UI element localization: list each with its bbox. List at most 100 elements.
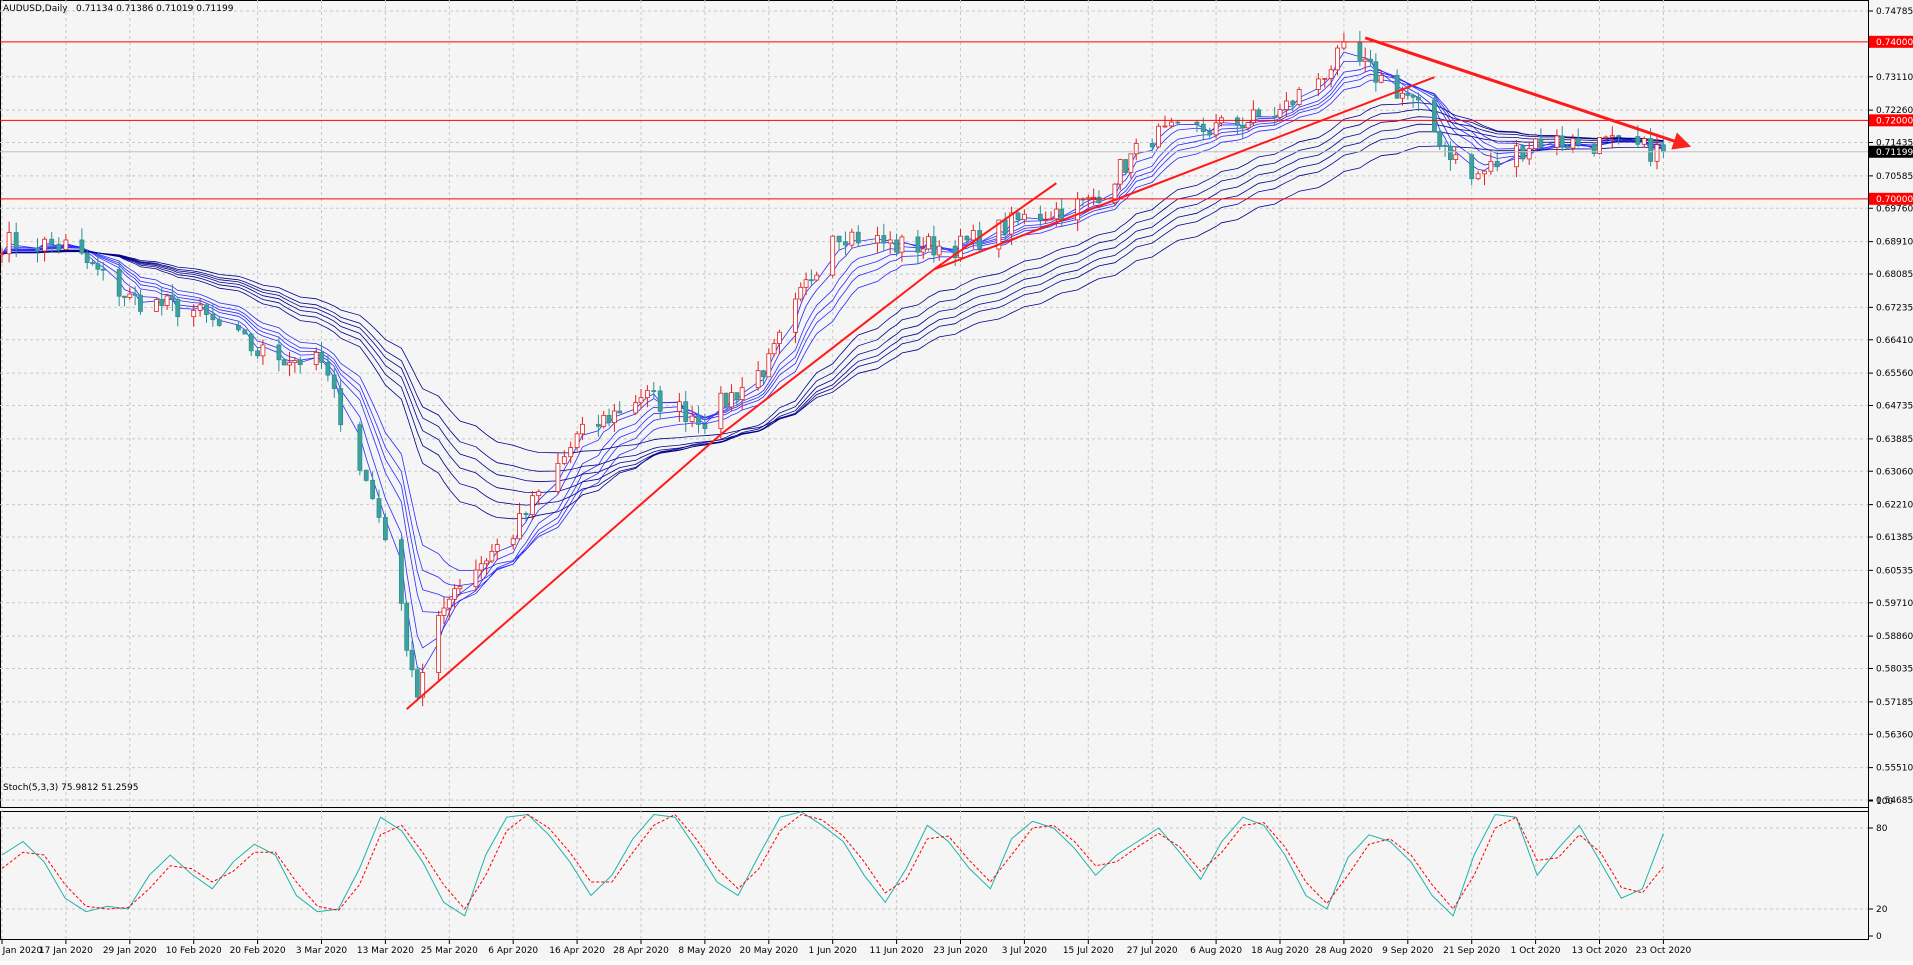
main-grid <box>0 0 1869 940</box>
candle-body <box>1009 212 1015 235</box>
candle-body <box>651 390 657 392</box>
candle <box>56 237 62 254</box>
candle-body <box>809 279 814 282</box>
candle <box>255 346 261 359</box>
candle <box>95 253 101 276</box>
candle <box>216 315 222 328</box>
candle <box>633 395 639 415</box>
candle <box>920 237 926 260</box>
time-tick-label: 16 Apr 2020 <box>549 946 605 956</box>
candle-body <box>803 279 809 288</box>
candle-body <box>729 392 734 408</box>
candle-body <box>276 344 282 361</box>
candle <box>855 225 861 247</box>
price-tick-label: 0.57185 <box>1876 698 1913 708</box>
candle-body <box>478 563 484 571</box>
candle-body <box>580 423 585 435</box>
candle-body <box>1194 121 1200 125</box>
candle-body <box>1469 154 1475 180</box>
candle-body <box>814 274 820 281</box>
candle-body <box>56 243 62 250</box>
candle <box>729 384 734 412</box>
candle <box>297 356 303 374</box>
time-tick-label: 1 Jun 2020 <box>808 946 857 956</box>
candle <box>191 304 197 327</box>
candle-body <box>319 352 324 363</box>
candle-body <box>122 295 127 298</box>
candle <box>761 369 766 385</box>
candle <box>6 221 12 263</box>
trendline <box>933 182 1057 271</box>
candle-body <box>1410 95 1416 98</box>
candle <box>894 233 899 257</box>
candle-body <box>1514 145 1519 168</box>
candle-body <box>1091 196 1097 199</box>
candle-body <box>793 298 798 333</box>
candle <box>42 236 47 262</box>
candle-body <box>1357 41 1363 62</box>
candle <box>899 234 905 262</box>
candle-body <box>79 239 85 254</box>
candle-body <box>357 424 363 471</box>
candle-body <box>555 462 561 493</box>
candle <box>248 332 254 357</box>
candle <box>1162 115 1168 128</box>
candle-body <box>920 248 926 253</box>
candle-body <box>1272 115 1278 118</box>
candle-body <box>875 235 880 244</box>
candle <box>242 329 248 335</box>
candle-body <box>1053 208 1059 220</box>
candle <box>1533 137 1538 151</box>
time-tick-label: 27 Jul 2020 <box>1127 946 1178 956</box>
candle <box>169 284 175 312</box>
candle <box>489 544 495 564</box>
candle-body <box>441 607 447 616</box>
candle <box>100 261 106 281</box>
moving-average-line <box>1 69 1664 598</box>
candle <box>1156 123 1161 149</box>
candle <box>1609 126 1615 148</box>
candle-body <box>611 410 617 423</box>
time-tick-label: 10 Feb 2020 <box>166 946 222 956</box>
time-tick-label: 1 Oct 2020 <box>1511 946 1561 956</box>
candle-body <box>1648 138 1654 162</box>
price-tick-label: 0.70585 <box>1876 172 1913 182</box>
candle <box>1416 92 1421 112</box>
candle <box>611 403 617 432</box>
candle-body <box>777 331 782 344</box>
candle <box>370 471 376 501</box>
candle <box>197 298 203 317</box>
candle <box>319 341 324 370</box>
candle <box>154 298 159 312</box>
price-tick-label: 0.62210 <box>1876 501 1913 511</box>
candle-body <box>1661 144 1666 153</box>
candle-body <box>1448 145 1453 160</box>
candle <box>793 292 798 344</box>
candle <box>644 385 650 408</box>
candle-body <box>1112 183 1118 204</box>
candle <box>210 303 216 327</box>
candle <box>596 414 601 437</box>
candle <box>122 295 127 307</box>
candle-body <box>1368 58 1373 63</box>
candle-body <box>1526 148 1532 160</box>
candle-body <box>1442 144 1448 147</box>
time-tick-label: 9 Sep 2020 <box>1382 946 1434 956</box>
moving-average-line <box>1 131 1664 472</box>
candle-body <box>1096 196 1102 204</box>
moving-average-line <box>1 102 1664 520</box>
candle <box>887 231 893 254</box>
time-tick-label: 20 Feb 2020 <box>230 946 286 956</box>
candle-body <box>169 295 175 300</box>
candle <box>1362 47 1368 73</box>
candle <box>478 556 484 580</box>
price-tick-label: 0.60535 <box>1876 566 1913 576</box>
candle-body <box>894 239 899 253</box>
candle <box>1123 159 1128 176</box>
candle-body <box>1575 138 1581 145</box>
candle <box>1378 70 1384 84</box>
candle-body <box>49 238 55 245</box>
candle-body <box>1335 47 1340 71</box>
